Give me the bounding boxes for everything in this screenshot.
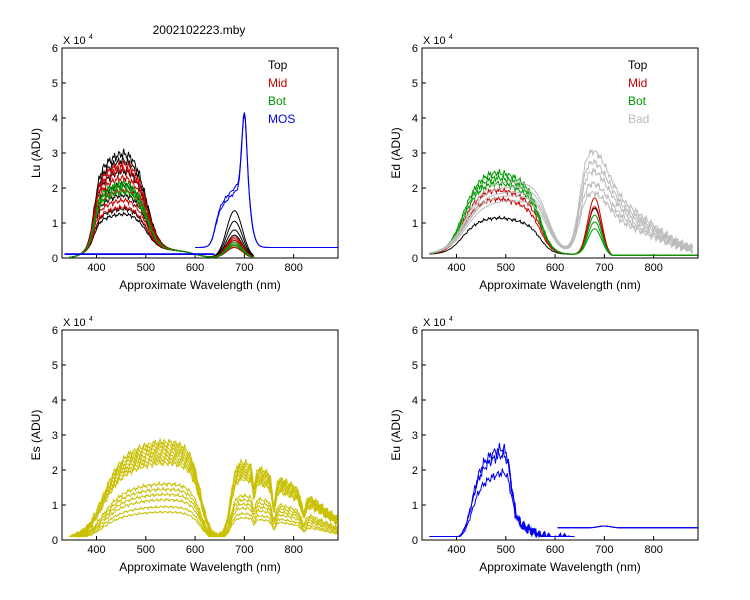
x-tick-label: 800 — [284, 262, 302, 274]
y-tick-label: 3 — [412, 430, 418, 442]
y-tick-label: 2 — [412, 465, 418, 477]
y-tick-label: 1 — [52, 218, 58, 230]
y-tick-label: 1 — [52, 500, 58, 512]
x-tick-label: 700 — [595, 262, 613, 274]
x-tick-label: 600 — [546, 544, 564, 556]
y-tick-label: 4 — [412, 113, 418, 125]
legend-entry: MOS — [268, 112, 295, 126]
series-line-bot — [69, 188, 254, 258]
y-tick-label: 5 — [412, 360, 418, 372]
axis-multiplier: X 10 — [423, 35, 446, 47]
series-line-bad — [429, 190, 694, 255]
plot-area — [61, 47, 339, 259]
y-tick-label: 1 — [412, 218, 418, 230]
legend-entry: Top — [628, 58, 648, 72]
y-tick-label: 2 — [52, 183, 58, 195]
axis-multiplier: X 10 — [63, 317, 86, 329]
y-axis-label: Es (ADU) — [29, 410, 43, 461]
x-tick-label: 600 — [186, 262, 204, 274]
y-tick-label: 6 — [52, 43, 58, 55]
x-axis-label: Approximate Wavelength (nm) — [119, 278, 281, 292]
x-tick-label: 500 — [137, 544, 155, 556]
series-line-eu — [429, 468, 575, 538]
axis-exponent: 4 — [89, 316, 93, 323]
x-tick-label: 600 — [186, 544, 204, 556]
y-tick-label: 0 — [52, 253, 58, 265]
x-tick-label: 600 — [546, 262, 564, 274]
y-tick-label: 6 — [52, 325, 58, 337]
x-tick-label: 800 — [284, 544, 302, 556]
x-tick-label: 800 — [644, 544, 662, 556]
legend-entry: Bad — [628, 112, 649, 126]
y-tick-label: 0 — [412, 535, 418, 547]
y-tick-label: 4 — [52, 113, 58, 125]
series-line-bad — [429, 148, 694, 254]
y-tick-label: 3 — [52, 430, 58, 442]
x-tick-label: 700 — [595, 544, 613, 556]
y-tick-label: 0 — [52, 535, 58, 547]
y-tick-label: 4 — [412, 395, 418, 407]
legend-entry: Mid — [628, 76, 647, 90]
axis-multiplier: X 10 — [423, 317, 446, 329]
series-line-mos — [195, 114, 338, 248]
series-line-bad — [429, 180, 694, 254]
series-line-es — [69, 510, 338, 538]
y-tick-label: 2 — [52, 465, 58, 477]
axis-exponent: 4 — [89, 34, 93, 41]
series-line-es — [69, 504, 338, 538]
series-line-es — [69, 458, 338, 538]
x-tick-label: 400 — [447, 262, 465, 274]
y-tick-label: 3 — [412, 148, 418, 160]
x-tick-label: 400 — [87, 544, 105, 556]
legend-entry: Top — [268, 58, 288, 72]
x-axis-label: Approximate Wavelength (nm) — [479, 278, 641, 292]
axis-multiplier: X 10 — [63, 35, 86, 47]
x-tick-label: 800 — [644, 262, 662, 274]
y-tick-label: 1 — [412, 500, 418, 512]
y-axis-label: Ed (ADU) — [389, 127, 403, 178]
legend-entry: Bot — [628, 94, 647, 108]
y-tick-label: 4 — [52, 395, 58, 407]
axis-exponent: 4 — [449, 34, 453, 41]
y-tick-label: 6 — [412, 43, 418, 55]
series-group — [69, 437, 338, 538]
x-tick-label: 700 — [235, 262, 253, 274]
legend-entry: Bot — [268, 94, 287, 108]
y-tick-label: 0 — [412, 253, 418, 265]
legend-entry: Mid — [268, 76, 287, 90]
y-tick-label: 5 — [52, 78, 58, 90]
y-axis-label: Eu (ADU) — [389, 409, 403, 460]
x-axis-label: Approximate Wavelength (nm) — [119, 560, 281, 574]
y-tick-label: 3 — [52, 148, 58, 160]
plot-area — [421, 329, 699, 541]
x-tick-label: 500 — [137, 262, 155, 274]
series-line-eu — [557, 525, 698, 529]
series-group — [429, 148, 698, 256]
x-tick-label: 400 — [447, 544, 465, 556]
y-axis-label: Lu (ADU) — [29, 128, 43, 178]
series-group — [429, 442, 698, 539]
plot-area — [61, 329, 339, 541]
series-group — [64, 112, 338, 258]
x-axis-label: Approximate Wavelength (nm) — [479, 560, 641, 574]
figure-title: 2002102223.mby — [153, 23, 246, 37]
axis-exponent: 4 — [449, 316, 453, 323]
y-tick-label: 6 — [412, 325, 418, 337]
x-tick-label: 500 — [497, 544, 515, 556]
y-tick-label: 5 — [412, 78, 418, 90]
series-line-es — [69, 497, 338, 538]
x-tick-label: 700 — [235, 544, 253, 556]
series-line-es — [69, 486, 338, 538]
series-line-bot — [429, 179, 698, 256]
y-tick-label: 2 — [412, 183, 418, 195]
x-tick-label: 400 — [87, 262, 105, 274]
y-tick-label: 5 — [52, 360, 58, 372]
series-line-es — [69, 491, 338, 538]
x-tick-label: 500 — [497, 262, 515, 274]
